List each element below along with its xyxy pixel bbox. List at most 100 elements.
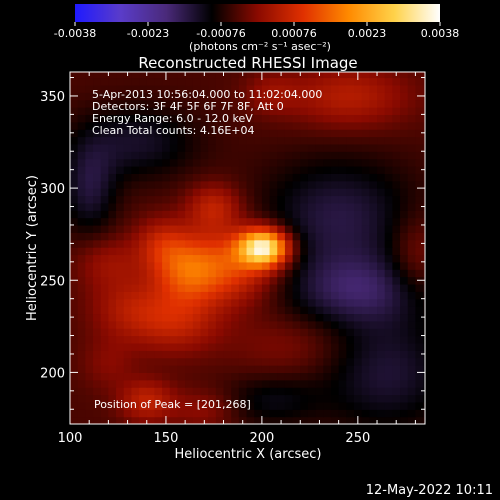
- heatmap-cell: [93, 365, 102, 373]
- heatmap-cell: [192, 379, 202, 388]
- heatmap-cell: [254, 387, 263, 396]
- heatmap-cell: [93, 143, 102, 152]
- heatmap-cell: [361, 387, 370, 396]
- heatmap-cell: [423, 217, 425, 226]
- heatmap-cell: [139, 195, 148, 204]
- heatmap-cell: [116, 306, 125, 315]
- heatmap-cell: [108, 107, 117, 115]
- heatmap-cell: [269, 269, 278, 278]
- heatmap-cell: [269, 195, 278, 204]
- heatmap-cell: [361, 320, 370, 329]
- heatmap-cell: [346, 121, 355, 130]
- heatmap-cell: [85, 247, 94, 256]
- heatmap-cell: [346, 180, 355, 189]
- heatmap-cell: [254, 129, 263, 138]
- heatmap-cell: [407, 165, 417, 174]
- heatmap-cell: [185, 195, 194, 204]
- heatmap-cell: [146, 217, 156, 226]
- heatmap-cell: [300, 129, 309, 138]
- heatmap-cell: [162, 92, 171, 101]
- heatmap-cell: [330, 129, 340, 138]
- heatmap-cell: [131, 92, 140, 101]
- heatmap-cell: [369, 114, 378, 123]
- heatmap-cell: [415, 387, 424, 396]
- heatmap-cell: [123, 357, 133, 366]
- heatmap-cell: [369, 401, 378, 410]
- heatmap-cell: [123, 261, 133, 270]
- heatmap-cell: [354, 320, 363, 329]
- heatmap-cell: [361, 210, 370, 219]
- heatmap-cell: [123, 387, 133, 396]
- heatmap-cell: [307, 165, 317, 174]
- heatmap-cell: [70, 202, 79, 211]
- heatmap-cell: [146, 291, 156, 300]
- heatmap-cell: [223, 114, 232, 123]
- heatmap-cell: [346, 232, 355, 241]
- heatmap-cell: [307, 232, 317, 241]
- heatmap-cell: [215, 247, 225, 256]
- heatmap-cell: [116, 188, 125, 197]
- heatmap-cell: [361, 328, 370, 337]
- heatmap-cell: [238, 379, 248, 388]
- x-tick-label: 100: [58, 431, 83, 446]
- heatmap-cell: [392, 129, 401, 138]
- heatmap-cell: [330, 202, 340, 211]
- heatmap-cell: [261, 387, 271, 396]
- heatmap-cell: [85, 92, 94, 101]
- heatmap-cell: [223, 188, 232, 197]
- heatmap-cell: [116, 114, 125, 123]
- heatmap-cell: [407, 401, 417, 410]
- heatmap-cell: [415, 84, 424, 93]
- heatmap-cell: [330, 188, 340, 197]
- heatmap-cell: [392, 195, 401, 204]
- heatmap-cell: [400, 210, 409, 219]
- heatmap-cell: [361, 217, 370, 226]
- heatmap-cell: [407, 129, 417, 138]
- heatmap-cell: [407, 195, 417, 204]
- heatmap-cell: [154, 84, 163, 93]
- heatmap-cell: [200, 92, 209, 101]
- heatmap-cell: [200, 107, 209, 115]
- heatmap-cell: [261, 158, 271, 167]
- heatmap-cell: [400, 136, 409, 145]
- heatmap-cell: [108, 387, 117, 396]
- heatmap-cell: [384, 394, 393, 403]
- heatmap-cell: [254, 401, 263, 410]
- heatmap-cell: [261, 129, 271, 138]
- heatmap-cell: [131, 335, 140, 344]
- heatmap-cell: [292, 107, 301, 115]
- heatmap-cell: [154, 379, 163, 388]
- heatmap-cell: [315, 136, 324, 145]
- heatmap-cell: [169, 365, 179, 373]
- heatmap-cell: [300, 298, 309, 307]
- heatmap-cell: [315, 151, 324, 160]
- heatmap-cell: [108, 202, 117, 211]
- heatmap-cell: [200, 387, 209, 396]
- heatmap-cell: [192, 92, 202, 101]
- heatmap-cell: [369, 129, 378, 138]
- heatmap-cell: [300, 239, 309, 248]
- heatmap-cell: [377, 129, 386, 138]
- heatmap-cell: [377, 114, 386, 123]
- heatmap-cell: [154, 409, 163, 418]
- heatmap-cell: [346, 92, 355, 101]
- heatmap-cell: [208, 151, 217, 160]
- heatmap-cell: [162, 387, 171, 396]
- heatmap-cell: [100, 372, 109, 381]
- heatmap-cell: [93, 379, 102, 388]
- heatmap-cell: [261, 107, 271, 115]
- heatmap-cell: [223, 173, 232, 182]
- heatmap-cell: [415, 158, 424, 167]
- heatmap-cell: [200, 291, 209, 300]
- heatmap-cell: [85, 165, 94, 174]
- heatmap-cell: [323, 328, 332, 337]
- heatmap-cell: [277, 313, 286, 322]
- heatmap-cell: [315, 350, 324, 359]
- heatmap-cell: [177, 357, 186, 366]
- heatmap-cell: [277, 342, 286, 351]
- heatmap-cell: [269, 143, 278, 152]
- heatmap-cell: [377, 195, 386, 204]
- heatmap-cell: [215, 239, 225, 248]
- heatmap-cell: [300, 84, 309, 93]
- heatmap-cell: [269, 306, 278, 315]
